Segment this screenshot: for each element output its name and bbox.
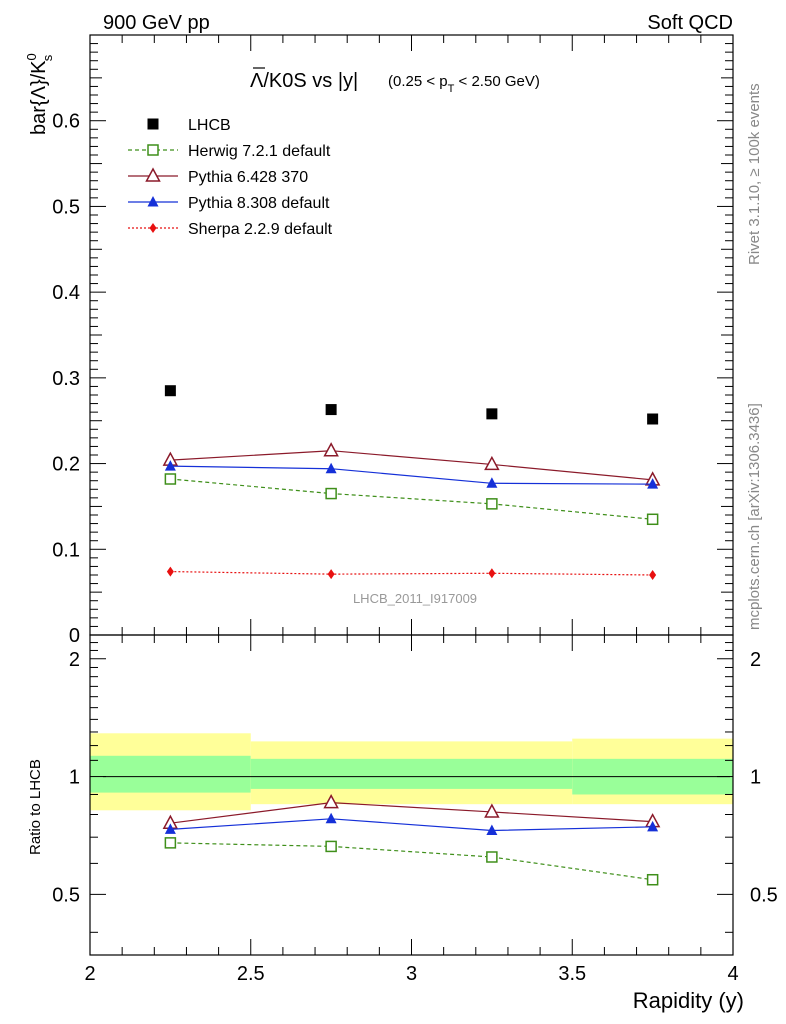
legend-marker xyxy=(147,118,159,130)
series-1-point xyxy=(323,442,339,457)
series-2-ratio-point xyxy=(325,812,337,824)
legend-label: LHCB xyxy=(188,117,231,134)
x-axis-label: Rapidity (y) xyxy=(633,988,744,1013)
ratio-tick-label: 1 xyxy=(69,767,80,789)
series-2-point xyxy=(325,462,337,474)
series-2-point xyxy=(647,478,659,489)
legend-marker xyxy=(145,167,161,182)
series-2-point xyxy=(486,477,498,488)
ratio-tick-label-right: 2 xyxy=(750,649,761,671)
series-1-ratio-line xyxy=(170,801,653,824)
series-0-point xyxy=(325,487,337,500)
y-axis-label-main: bar{Λ}/K0s xyxy=(24,53,55,135)
legend-label: Pythia 6.428 370 xyxy=(188,169,308,186)
series-0-ratio-line xyxy=(170,842,653,881)
header-right: Soft QCD xyxy=(647,12,733,34)
y-tick-label: 0.2 xyxy=(52,454,80,476)
plot-title: Λ/K0S vs |y| xyxy=(250,70,358,92)
analysis-id: LHCB_2011_I917009 xyxy=(353,591,477,606)
legend-label: Sherpa 2.2.9 default xyxy=(188,221,333,238)
series-0-point xyxy=(646,513,659,526)
main-plot-frame xyxy=(89,34,734,636)
legend-marker xyxy=(149,223,157,233)
y-tick-label: 0.5 xyxy=(52,196,80,218)
y-tick-label: 0.1 xyxy=(52,539,80,561)
series-3-point xyxy=(327,569,335,580)
series-0-point xyxy=(486,498,498,510)
series-2-ratio-point xyxy=(647,820,659,832)
legend: LHCB Herwig 7.2.1 default Pythia 6.428 370… xyxy=(128,117,333,238)
lhcb-data-point xyxy=(647,413,659,425)
y-tick-label: 0.4 xyxy=(52,282,80,304)
y-tick-label: 0 xyxy=(69,625,80,647)
ratio-uncertainty-bands xyxy=(90,733,733,811)
series-2-point xyxy=(164,460,176,471)
series-0-ratio-point xyxy=(325,840,337,853)
series-1-line xyxy=(170,450,653,481)
lhcb-data-point xyxy=(325,404,337,416)
ratio-series-group xyxy=(162,794,661,886)
series-2-ratio-point xyxy=(164,823,176,834)
main-series-group xyxy=(162,385,661,580)
legend-marker xyxy=(147,144,159,156)
plot-title-main: Λ/K0S vs |y| xyxy=(250,70,358,92)
series-3-point xyxy=(649,570,657,580)
series-3-line xyxy=(170,570,653,576)
axis-ticks: 2 2.5 3 3.5 4 0 0.1 0.2 0.3 0.4 0.5 0.6 0.5 0.5 1 1 2 2 xyxy=(52,35,778,985)
mcplots-label: mcplots.cern.ch [arXiv:1306.3436] xyxy=(746,403,763,630)
y-tick-label: 0.3 xyxy=(52,368,80,390)
ratio-tick-label: 0.5 xyxy=(52,884,80,906)
series-2-line xyxy=(170,465,653,485)
band-inner-bin xyxy=(250,758,412,789)
series-1-point xyxy=(484,455,500,471)
series-3-point xyxy=(488,568,496,579)
lhcb-data-point xyxy=(486,408,498,420)
legend-marker xyxy=(147,196,159,207)
band-inner-bin xyxy=(90,755,251,793)
series-1-ratio-point xyxy=(484,803,500,818)
series-0-ratio-point xyxy=(646,873,659,886)
band-inner-bin xyxy=(411,758,573,789)
ratio-tick-label-right: 0.5 xyxy=(750,884,778,906)
legend-label: Pythia 8.308 default xyxy=(188,195,330,212)
ratio-tick-label: 2 xyxy=(69,649,80,671)
series-2-ratio-line xyxy=(170,818,653,832)
series-0-ratio-point xyxy=(486,851,498,863)
lhcb-data-point xyxy=(164,385,176,397)
x-tick-label: 4 xyxy=(727,963,738,985)
y-axis-label-ratio: Ratio to LHCB xyxy=(27,759,44,855)
x-tick-label: 2.5 xyxy=(237,963,265,985)
series-1-ratio-point xyxy=(323,794,339,809)
series-0-line xyxy=(170,478,653,520)
plot-title-range: (0.25 < pT < 2.50 GeV) xyxy=(388,73,540,95)
y-tick-label: 0.6 xyxy=(52,111,80,133)
x-tick-label: 3 xyxy=(406,963,417,985)
rivet-label: Rivet 3.1.10, ≥ 100k events xyxy=(746,83,763,265)
legend-label: Herwig 7.2.1 default xyxy=(188,143,331,160)
ratio-tick-label-right: 1 xyxy=(750,767,761,789)
series-3-point xyxy=(166,566,174,577)
series-0-point xyxy=(164,473,177,485)
x-tick-label: 2 xyxy=(84,963,95,985)
series-0-ratio-point xyxy=(164,837,177,849)
header-left: 900 GeV pp xyxy=(103,12,210,34)
x-tick-label: 3.5 xyxy=(558,963,586,985)
series-2-ratio-point xyxy=(486,824,498,836)
